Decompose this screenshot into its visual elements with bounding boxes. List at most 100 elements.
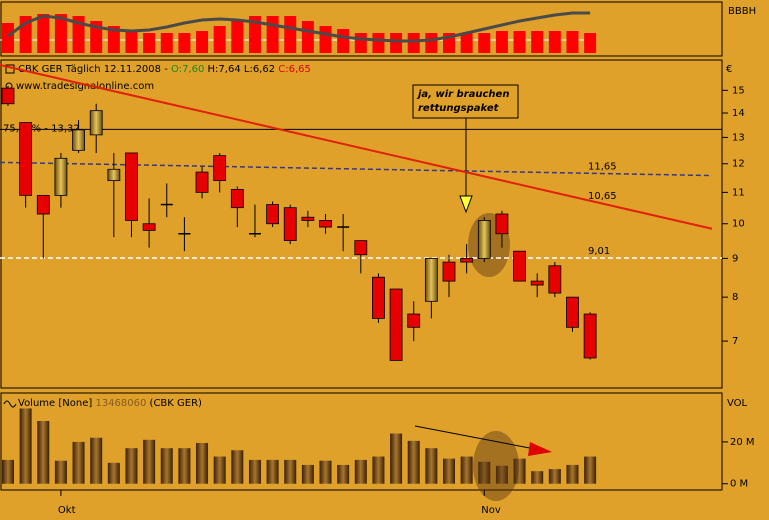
- candle-body: [230, 188, 244, 209]
- volume-bar: [425, 448, 438, 484]
- osc-bar: [319, 26, 332, 53]
- osc-bar: [160, 33, 173, 53]
- level-line: [0, 161, 713, 177]
- level-label: 75,00% - 13,32: [3, 123, 80, 134]
- arrow-head: [459, 195, 473, 214]
- candle-body: [125, 152, 138, 221]
- axis-label: VOL: [727, 398, 748, 409]
- candle-body: [337, 226, 350, 228]
- candle-body: [583, 313, 597, 359]
- candle-body: [1, 87, 15, 105]
- trend-arrow: [414, 425, 541, 451]
- osc-bar: [143, 33, 156, 53]
- osc-bar: [125, 31, 138, 53]
- osc-bar: [196, 31, 209, 53]
- panel-border: [0, 59, 723, 389]
- candle-body: [107, 168, 121, 182]
- unit: €: [726, 64, 732, 75]
- osc-bar: [354, 33, 367, 53]
- ohlc-label: C:6,65: [278, 64, 311, 75]
- candle-body: [178, 233, 191, 235]
- osc-bar: [390, 33, 403, 53]
- volume-bar: [248, 459, 261, 484]
- osc-bar: [213, 26, 226, 53]
- candle-body: [36, 194, 50, 215]
- level-label: 9,01: [588, 246, 610, 257]
- volume-bar: [548, 469, 561, 484]
- y-tick-label: 15: [732, 85, 745, 96]
- volume-bar: [319, 460, 332, 484]
- candle-body: [19, 122, 33, 196]
- level-line: [0, 64, 713, 230]
- y-tick-label: 10: [732, 219, 745, 230]
- osc-line: [7, 11, 591, 43]
- candle-body: [530, 280, 544, 286]
- osc-bar: [407, 33, 420, 53]
- volume-bar: [37, 421, 50, 484]
- osc-bar: [495, 31, 508, 53]
- candle-body: [513, 250, 526, 282]
- volume-bar: [19, 408, 32, 484]
- candle-body: [195, 171, 209, 193]
- candle-body: [213, 155, 227, 182]
- icon: [3, 400, 17, 408]
- subtitle: (CBK GER): [150, 398, 202, 409]
- candle-body: [442, 261, 456, 282]
- level-label: 11,65: [588, 161, 617, 172]
- volume-bar: [107, 462, 120, 484]
- volume-bar: [213, 456, 226, 484]
- volume-bar: [478, 461, 491, 484]
- osc-bar: [72, 16, 85, 53]
- annotation-box: [412, 84, 519, 119]
- candle-body: [283, 207, 297, 242]
- ohlc-label: L:6,62: [244, 64, 275, 75]
- volume-bar: [2, 459, 14, 484]
- candle-body: [548, 265, 562, 294]
- osc-bar: [531, 31, 544, 53]
- volume-bar: [407, 440, 420, 484]
- arrow-head: [528, 442, 552, 456]
- title: Volume [None]: [18, 398, 92, 409]
- volume-bar: [495, 465, 508, 484]
- chart-title: CBK GER Täglich 12.11.2008 - O:7,60 H:7,…: [18, 64, 311, 75]
- osc-bar: [54, 14, 67, 53]
- candle-body: [142, 223, 156, 231]
- candle-body: [477, 220, 491, 259]
- y-tick-label: 0 M: [730, 479, 748, 490]
- candle-body: [266, 204, 280, 225]
- y-tick-label: 11: [732, 187, 745, 198]
- osc-bar: [478, 33, 491, 53]
- candle-body: [89, 110, 103, 136]
- volume-bar: [54, 460, 67, 484]
- volume-bar: [460, 456, 473, 484]
- osc-bar: [231, 21, 244, 53]
- osc-bar: [301, 21, 314, 53]
- candle-body: [160, 203, 173, 206]
- y-tick-label: 14: [732, 108, 745, 119]
- osc-bar: [513, 31, 526, 53]
- y-tick-label: 13: [732, 132, 745, 143]
- y-tick-label: 8: [732, 292, 738, 303]
- osc-bar: [425, 33, 438, 53]
- osc-bar: [460, 33, 473, 53]
- volume-bar: [372, 456, 385, 484]
- volume-value: 13468060: [95, 398, 146, 409]
- osc-title: BBBH: [728, 6, 756, 17]
- ohlc-label: O:7,60: [171, 64, 204, 75]
- annotation: rettungspaket: [418, 103, 500, 114]
- annotation: ja, wir brauchen: [416, 89, 509, 100]
- osc-bar: [337, 29, 350, 53]
- volume-bar: [513, 458, 526, 484]
- candle-body: [495, 213, 509, 235]
- volume-bar: [196, 442, 209, 484]
- y-tick-label: 7: [732, 336, 738, 347]
- volume-bar: [178, 448, 191, 484]
- panel-border: [0, 1, 723, 57]
- osc-bar: [107, 26, 120, 53]
- candle-body: [407, 313, 421, 328]
- level-label: 10,65: [588, 191, 617, 202]
- volume-bar: [354, 459, 367, 484]
- osc-bar: [548, 31, 561, 53]
- volume-bar: [266, 459, 279, 484]
